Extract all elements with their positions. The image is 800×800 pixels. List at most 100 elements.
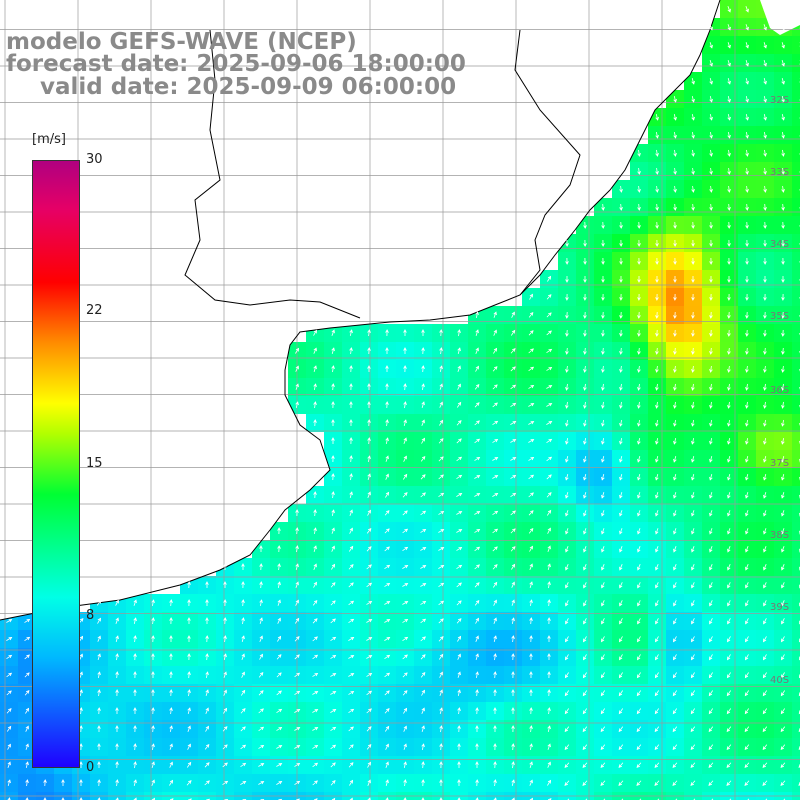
wind-arrow	[384, 546, 390, 552]
wind-arrow	[656, 167, 658, 175]
wind-arrow-head	[475, 761, 479, 765]
wind-arrow-head	[295, 347, 300, 352]
wind-arrow	[512, 761, 514, 769]
wind-arrow	[403, 419, 407, 427]
wind-arrow-head	[763, 189, 767, 193]
wind-arrow	[330, 726, 336, 732]
wind-arrow	[564, 726, 570, 732]
wind-arrow	[691, 114, 695, 120]
wind-arrow	[439, 402, 443, 408]
wind-arrow	[511, 600, 515, 606]
wind-arrow-head	[745, 548, 749, 553]
wind-arrow-head	[691, 584, 695, 589]
wind-arrow	[493, 348, 497, 354]
wind-arrow-head	[600, 710, 605, 715]
wind-arrow	[546, 492, 552, 498]
wind-arrow-head	[206, 780, 210, 784]
wind-arrow-head	[547, 689, 551, 693]
wind-arrow-head	[781, 656, 785, 661]
field-cell	[792, 720, 800, 738]
wind-arrow-head	[115, 617, 119, 622]
wind-arrow-head	[709, 333, 713, 337]
wind-arrow	[420, 474, 426, 480]
wind-arrow-head	[296, 727, 301, 731]
wind-arrow-head	[655, 171, 659, 175]
wind-arrow-head	[601, 207, 605, 211]
wind-arrow-head	[691, 279, 695, 283]
wind-arrow-head	[565, 261, 569, 265]
wind-arrow	[115, 635, 119, 643]
wind-arrow	[781, 77, 785, 85]
wind-arrow	[692, 383, 694, 391]
wind-arrow	[492, 475, 498, 479]
wind-arrow-head	[582, 674, 587, 679]
wind-arrow-head	[601, 476, 605, 481]
field-cell	[792, 774, 800, 792]
wind-arrow	[782, 132, 784, 138]
wind-arrow	[746, 347, 748, 355]
wind-arrow	[384, 637, 390, 641]
wind-arrow-head	[529, 761, 533, 766]
wind-arrow-head	[691, 530, 695, 535]
wind-arrow	[492, 528, 498, 534]
wind-arrow	[223, 708, 227, 714]
wind-arrow-head	[296, 780, 301, 785]
wind-arrow-head	[314, 636, 318, 640]
wind-arrow-head	[494, 492, 499, 497]
wind-arrow	[781, 96, 785, 102]
wind-arrow	[764, 347, 766, 355]
wind-arrow	[384, 654, 390, 660]
wind-arrow	[728, 420, 730, 426]
wind-arrow-head	[745, 134, 749, 139]
field-cell	[792, 234, 800, 252]
wind-arrow-head	[529, 581, 533, 586]
wind-arrow-head	[763, 225, 767, 229]
wind-arrow-head	[313, 365, 317, 370]
wind-arrow-head	[781, 26, 785, 31]
wind-arrow-head	[691, 476, 695, 481]
wind-arrow	[637, 510, 641, 516]
wind-arrow-head	[8, 636, 13, 641]
wind-arrow	[530, 617, 532, 625]
wind-arrow	[618, 780, 624, 786]
wind-arrow-head	[673, 279, 677, 283]
wind-arrow	[510, 348, 516, 354]
wind-arrow	[602, 365, 604, 373]
wind-arrow-head	[296, 690, 301, 695]
wind-arrow-head	[530, 384, 535, 389]
wind-arrow	[709, 77, 713, 85]
wind-arrow-head	[618, 746, 623, 751]
wind-arrow	[385, 744, 389, 750]
wind-arrow-head	[672, 746, 677, 751]
wind-arrow-head	[619, 656, 623, 661]
wind-arrow	[241, 672, 245, 678]
wind-arrow-head	[673, 404, 677, 409]
wind-arrow-head	[637, 548, 641, 553]
wind-arrow-head	[512, 457, 517, 461]
wind-arrow	[422, 365, 424, 373]
wind-arrow-head	[133, 635, 137, 639]
wind-arrow-head	[727, 440, 731, 445]
wind-arrow	[582, 762, 588, 768]
wind-arrow	[331, 330, 335, 336]
wind-arrow-head	[278, 690, 282, 695]
wind-arrow	[728, 365, 730, 373]
wind-arrow	[277, 582, 281, 588]
wind-arrow-head	[421, 725, 425, 730]
wind-arrow-head	[332, 780, 336, 784]
wind-arrow-head	[475, 329, 479, 334]
wind-arrow	[565, 654, 569, 660]
wind-arrow-head	[404, 618, 409, 623]
wind-arrow-head	[458, 511, 463, 515]
wind-arrow	[726, 762, 732, 768]
wind-arrow	[709, 114, 713, 120]
wind-arrow	[620, 420, 622, 426]
wind-arrow-head	[368, 582, 373, 587]
wind-arrow	[474, 384, 480, 390]
wind-arrow	[655, 582, 659, 588]
wind-arrow	[655, 654, 659, 660]
wind-arrow	[384, 528, 390, 534]
wind-arrow-head	[781, 351, 785, 355]
wind-arrow	[637, 491, 641, 499]
wind-arrow	[745, 438, 749, 444]
